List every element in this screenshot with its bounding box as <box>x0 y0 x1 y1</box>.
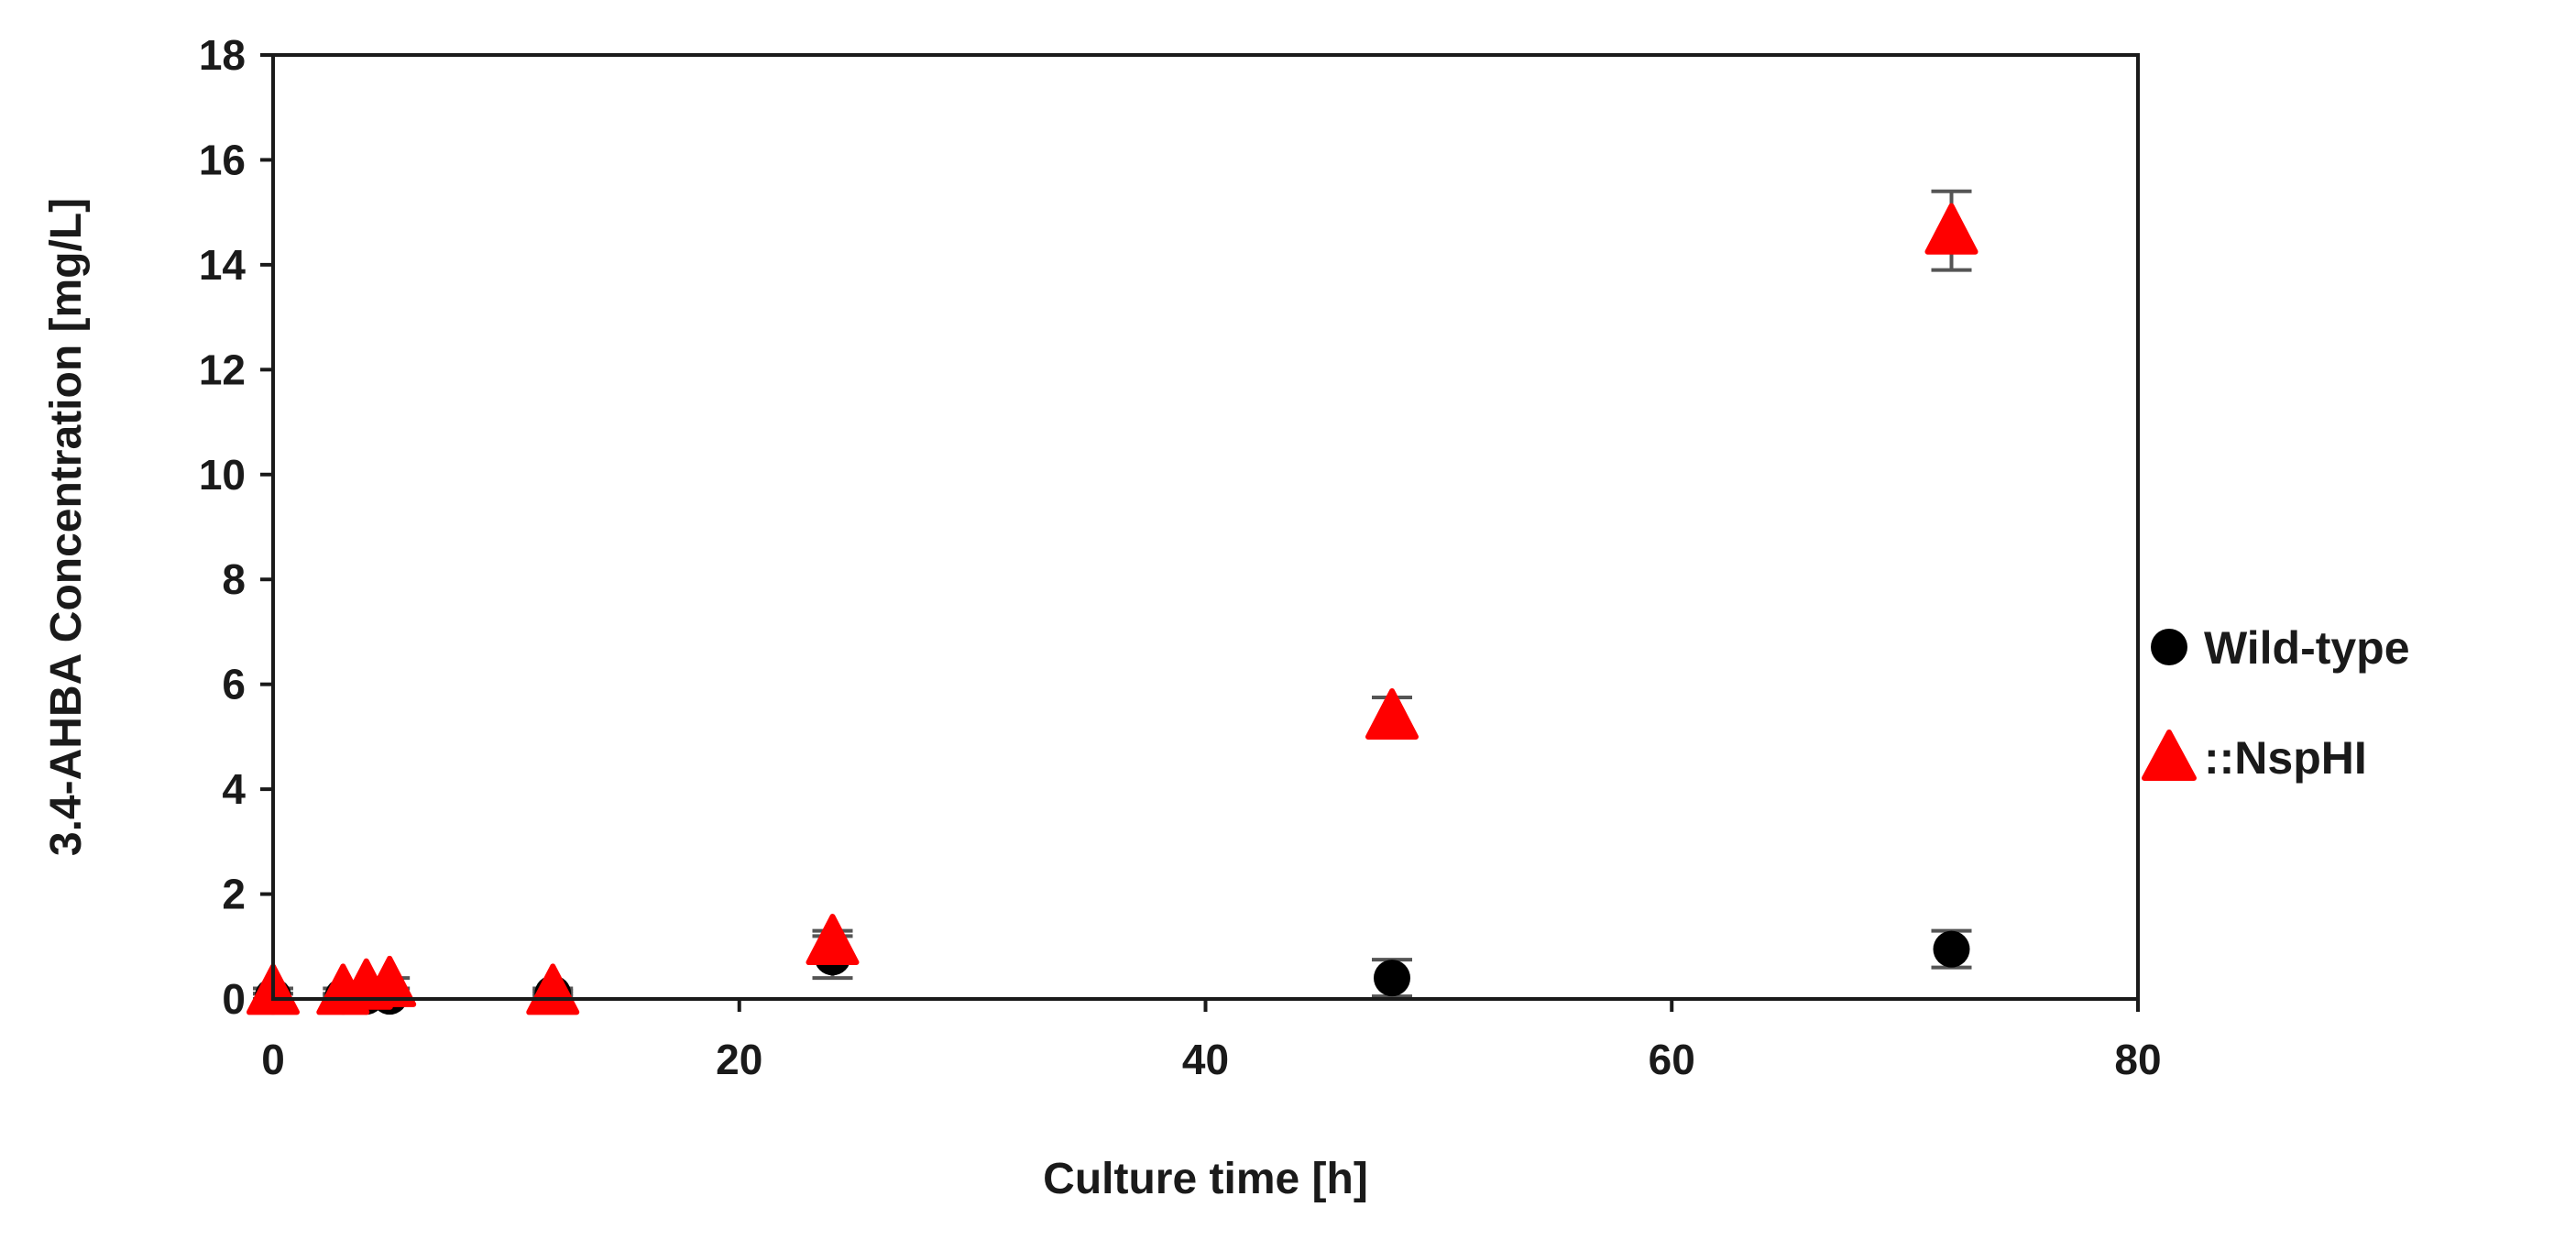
y-tick-label: 16 <box>199 136 246 183</box>
y-tick-label: 4 <box>222 765 246 813</box>
data-markers <box>247 203 1979 1015</box>
nsphi-point <box>1924 203 1979 255</box>
wild-type-point <box>1374 960 1410 997</box>
y-tick-label: 10 <box>199 451 246 499</box>
legend: Wild-type::NspHI <box>2142 622 2410 784</box>
x-tick-label: 40 <box>1182 1036 1229 1083</box>
legend-triangle-marker <box>2142 730 2197 781</box>
y-tick-label: 18 <box>199 31 246 79</box>
x-tick-label: 60 <box>1649 1036 1695 1083</box>
nsphi-point <box>363 955 417 1007</box>
y-tick-label: 14 <box>199 241 247 289</box>
legend-label: ::NspHI <box>2204 732 2367 784</box>
x-tick-label: 80 <box>2114 1036 2161 1083</box>
nsphi-point <box>806 914 860 966</box>
plot-area-frame <box>271 53 2140 1001</box>
y-tick-label: 2 <box>222 871 246 918</box>
x-axis-ticks: 0 20 40 60 80 <box>261 999 2162 1083</box>
y-tick-label: 0 <box>222 975 246 1023</box>
y-axis-label: 3.4-AHBA Concentration [mg/L] <box>42 198 91 856</box>
y-axis-ticks: 0 2 4 6 8 10 12 14 16 18 <box>199 31 273 1023</box>
nsphi-point <box>1365 688 1419 740</box>
x-tick-label: 20 <box>716 1036 762 1083</box>
y-tick-label: 8 <box>222 555 246 603</box>
legend-item: Wild-type <box>2151 622 2410 674</box>
x-axis-label: Culture time [h] <box>1043 1155 1368 1203</box>
x-tick-label: 0 <box>261 1036 285 1083</box>
y-tick-label: 12 <box>199 346 246 393</box>
y-tick-label: 6 <box>222 661 246 708</box>
wild-type-point <box>1933 930 1970 968</box>
legend-circle-marker <box>2151 629 2187 665</box>
legend-label: Wild-type <box>2204 622 2410 674</box>
legend-item: ::NspHI <box>2142 730 2367 784</box>
